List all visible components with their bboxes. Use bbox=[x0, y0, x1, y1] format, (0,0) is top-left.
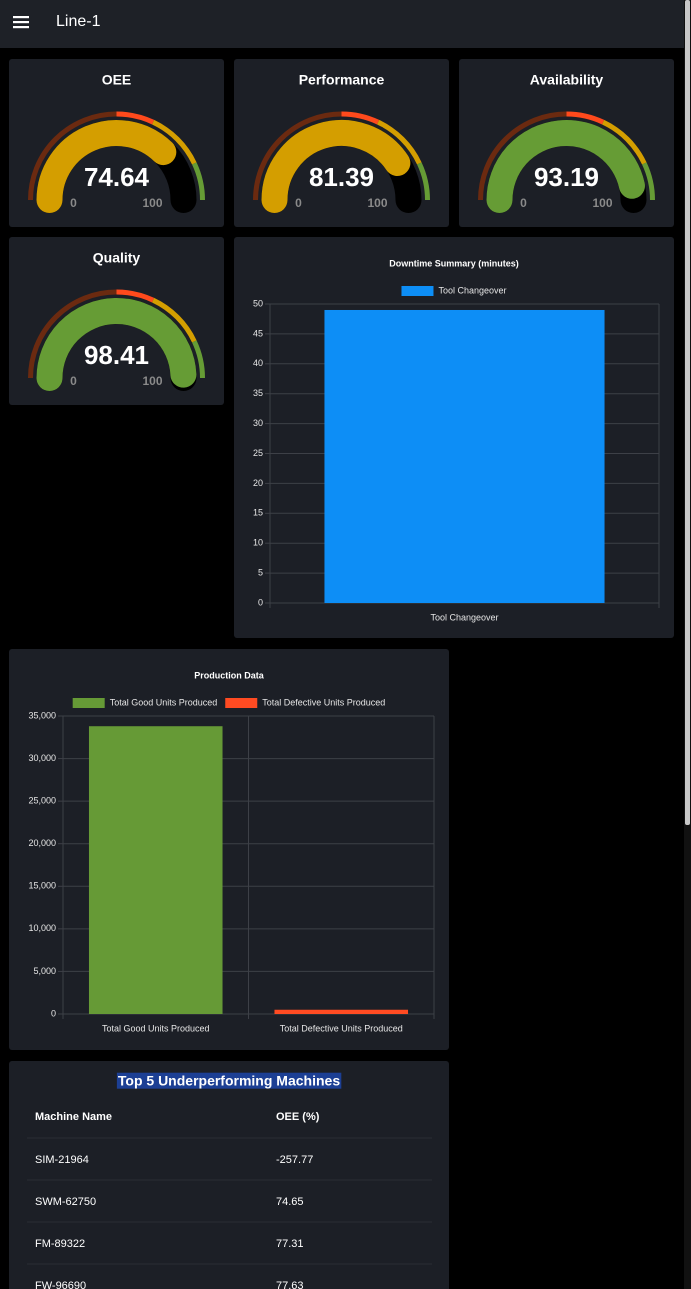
table-cell: -257.77 bbox=[276, 1154, 313, 1166]
table-cell: 77.63 bbox=[276, 1280, 304, 1289]
gauge-min: 0 bbox=[70, 196, 77, 210]
gauge-value: 74.64 bbox=[84, 162, 150, 192]
menu-line bbox=[13, 21, 29, 24]
bar bbox=[274, 1009, 409, 1014]
legend-label: Total Good Units Produced bbox=[110, 697, 218, 707]
y-tick-label: 20 bbox=[253, 478, 263, 488]
y-tick-label: 30,000 bbox=[28, 753, 56, 763]
gauge-sector bbox=[341, 111, 380, 125]
page-title: Line-1 bbox=[56, 13, 101, 30]
column-header: OEE (%) bbox=[276, 1111, 320, 1123]
gauge-max: 100 bbox=[142, 196, 162, 210]
gauge-title: Performance bbox=[299, 72, 385, 88]
y-tick-label: 20,000 bbox=[28, 838, 56, 848]
gauge-sector bbox=[377, 119, 422, 165]
table-cell: SIM-21964 bbox=[35, 1154, 89, 1166]
gauge-value-arc bbox=[261, 120, 411, 213]
gauge-value-arc bbox=[36, 120, 177, 213]
y-tick-label: 15 bbox=[253, 508, 263, 518]
gauge-title: Availability bbox=[530, 72, 604, 88]
gauge-sector bbox=[28, 111, 117, 201]
gauge-value: 93.19 bbox=[534, 162, 599, 192]
y-tick-label: 40 bbox=[253, 358, 263, 368]
gauge-sector bbox=[566, 111, 605, 125]
gauge-min: 0 bbox=[70, 374, 77, 388]
gauge-max: 100 bbox=[367, 196, 387, 210]
header-bar bbox=[0, 0, 684, 48]
scrollbar-thumb[interactable] bbox=[685, 0, 690, 825]
y-tick-label: 0 bbox=[258, 597, 263, 607]
y-tick-label: 30 bbox=[253, 418, 263, 428]
y-tick-label: 10,000 bbox=[28, 923, 56, 933]
legend-label: Tool Changeover bbox=[438, 285, 506, 295]
gauge-value-arc bbox=[486, 120, 645, 213]
gauge-sector bbox=[417, 162, 430, 201]
legend-swatch bbox=[225, 698, 258, 708]
legend-swatch bbox=[401, 286, 434, 296]
column-header: Machine Name bbox=[35, 1111, 112, 1123]
gauge-sector bbox=[116, 111, 155, 125]
gauge-sector bbox=[28, 289, 117, 379]
gauge-sector bbox=[152, 119, 197, 165]
y-tick-label: 25,000 bbox=[28, 796, 56, 806]
gauge-sector bbox=[253, 111, 342, 201]
y-tick-label: 25 bbox=[253, 448, 263, 458]
table-cell: FM-89322 bbox=[35, 1238, 85, 1250]
x-tick-label: Tool Changeover bbox=[430, 612, 498, 622]
card bbox=[9, 649, 449, 1050]
gauge-min: 0 bbox=[520, 196, 527, 210]
gauge-sector bbox=[602, 119, 647, 165]
gauge-value: 81.39 bbox=[309, 162, 374, 192]
menu-line bbox=[13, 16, 29, 19]
card bbox=[9, 1061, 449, 1289]
y-tick-label: 45 bbox=[253, 328, 263, 338]
gauge-title: OEE bbox=[102, 72, 132, 88]
table-title: Top 5 Underperforming Machines bbox=[118, 1073, 340, 1089]
gauge-sector bbox=[116, 289, 155, 303]
y-tick-label: 10 bbox=[253, 538, 263, 548]
legend: Total Good Units Produced Total Defective… bbox=[72, 697, 385, 708]
gauge-title: Quality bbox=[93, 250, 141, 266]
table-cell: SWM-62750 bbox=[35, 1196, 96, 1208]
gauge-max: 100 bbox=[142, 374, 162, 388]
gauge-min: 0 bbox=[295, 196, 302, 210]
gauge-sector bbox=[478, 111, 567, 201]
y-tick-label: 5,000 bbox=[33, 966, 56, 976]
gauge-sector bbox=[192, 340, 205, 379]
menu-line bbox=[13, 26, 29, 29]
selection-highlight bbox=[116, 1072, 342, 1089]
menu-button[interactable] bbox=[13, 16, 29, 29]
legend: Tool Changeover bbox=[401, 285, 507, 296]
gauge-sector bbox=[152, 297, 197, 343]
bar bbox=[88, 726, 223, 1014]
x-tick-label: Total Good Units Produced bbox=[102, 1023, 210, 1033]
gauge-value-arc bbox=[36, 298, 197, 391]
gauge-value: 98.41 bbox=[84, 340, 149, 370]
gauge-sector bbox=[642, 162, 655, 201]
bar bbox=[324, 309, 605, 603]
table-cell: 77.31 bbox=[276, 1238, 304, 1250]
y-tick-label: 15,000 bbox=[28, 881, 56, 891]
legend-label: Total Defective Units Produced bbox=[262, 697, 385, 707]
y-tick-label: 35 bbox=[253, 388, 263, 398]
table-cell: FW-96690 bbox=[35, 1280, 86, 1289]
x-tick-label: Total Defective Units Produced bbox=[280, 1023, 403, 1033]
gauge-max: 100 bbox=[592, 196, 612, 210]
y-tick-label: 0 bbox=[51, 1008, 56, 1018]
gauge-sector bbox=[192, 162, 205, 201]
chart-title: Downtime Summary (minutes) bbox=[389, 258, 519, 268]
chart-title: Production Data bbox=[194, 670, 264, 680]
legend-swatch bbox=[72, 698, 105, 708]
y-tick-label: 50 bbox=[253, 298, 263, 308]
y-tick-label: 35,000 bbox=[28, 710, 56, 720]
y-tick-label: 5 bbox=[258, 567, 263, 577]
table-cell: 74.65 bbox=[276, 1196, 304, 1208]
